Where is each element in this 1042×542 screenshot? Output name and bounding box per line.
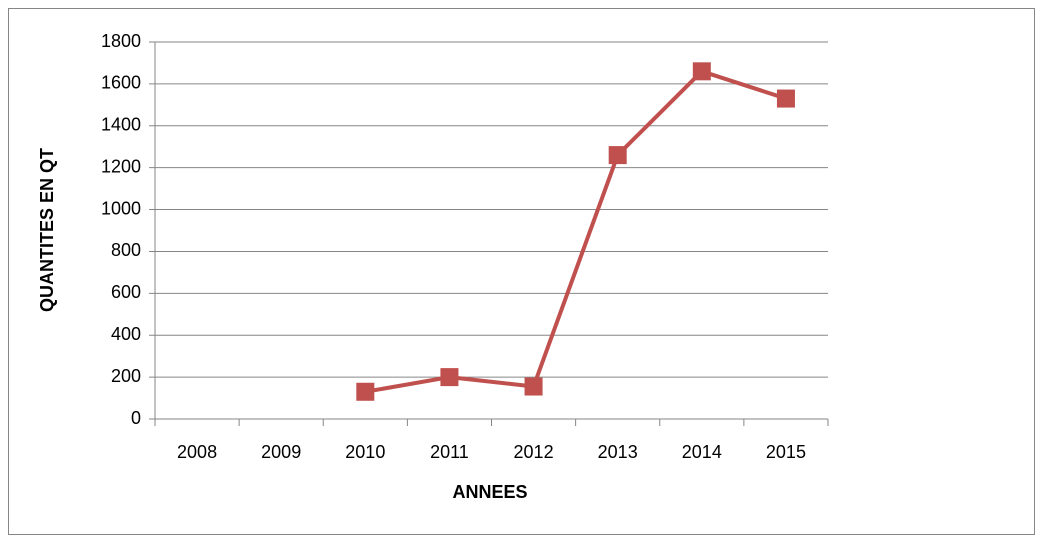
- x-tick-label: 2012: [514, 442, 554, 462]
- x-tick-label: 2008: [177, 442, 217, 462]
- y-axis-label: QUANTITES EN QT: [37, 148, 57, 312]
- y-tick-label: 1000: [101, 198, 141, 218]
- chart-frame: [8, 8, 1035, 535]
- y-tick-label: 800: [111, 240, 141, 260]
- data-marker: [524, 377, 543, 396]
- y-tick-label: 1200: [101, 156, 141, 176]
- y-tick-label: 200: [111, 366, 141, 386]
- x-axis-label: ANNEES: [452, 482, 527, 502]
- y-tick-label: 1600: [101, 73, 141, 93]
- y-tick-label: 1800: [101, 31, 141, 51]
- y-tick-label: 600: [111, 282, 141, 302]
- x-tick-label: 2010: [345, 442, 385, 462]
- x-tick-label: 2009: [261, 442, 301, 462]
- data-marker: [356, 382, 375, 401]
- data-line: [364, 69, 787, 394]
- data-marker: [776, 89, 795, 108]
- y-tick-label: 1400: [101, 115, 141, 135]
- data-marker: [440, 368, 459, 387]
- y-tick-label: 400: [111, 324, 141, 344]
- data-marker: [692, 62, 711, 81]
- x-tick-label: 2011: [430, 442, 469, 462]
- x-tick-label: 2014: [682, 442, 722, 462]
- y-tick-label: 0: [131, 408, 141, 428]
- data-marker: [608, 146, 627, 165]
- x-tick-label: 2015: [766, 442, 806, 462]
- x-tick-label: 2013: [598, 442, 638, 462]
